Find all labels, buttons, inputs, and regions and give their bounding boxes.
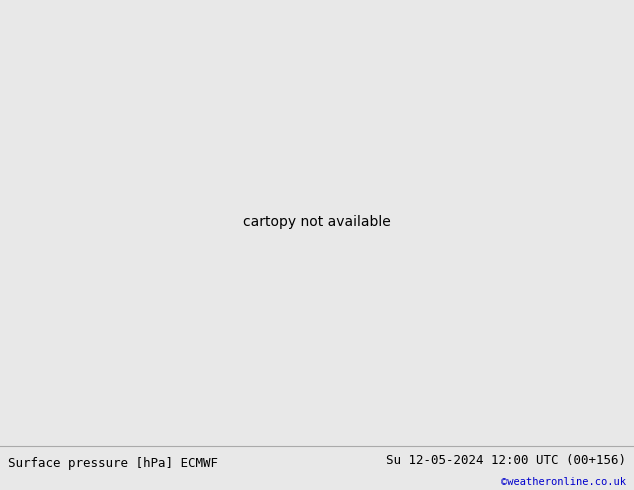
Text: Su 12-05-2024 12:00 UTC (00+156): Su 12-05-2024 12:00 UTC (00+156) — [386, 454, 626, 467]
Text: ©weatheronline.co.uk: ©weatheronline.co.uk — [501, 477, 626, 487]
Text: Surface pressure [hPa] ECMWF: Surface pressure [hPa] ECMWF — [8, 457, 217, 470]
Text: cartopy not available: cartopy not available — [243, 216, 391, 229]
